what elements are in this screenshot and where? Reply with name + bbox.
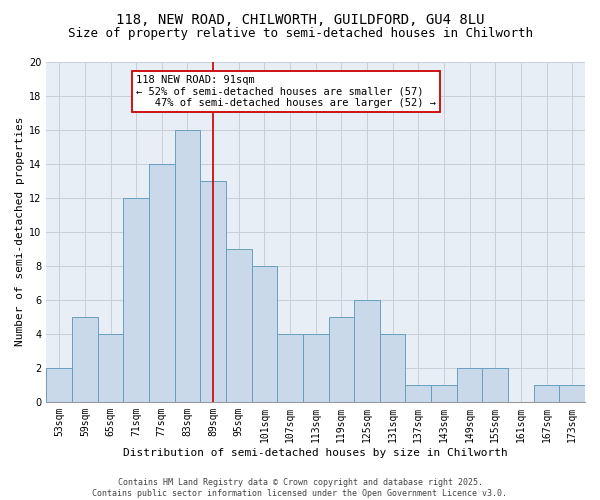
X-axis label: Distribution of semi-detached houses by size in Chilworth: Distribution of semi-detached houses by … [124, 448, 508, 458]
Bar [175, 130, 200, 402]
Bar [329, 317, 354, 402]
Text: 118, NEW ROAD, CHILWORTH, GUILDFORD, GU4 8LU: 118, NEW ROAD, CHILWORTH, GUILDFORD, GU4… [116, 12, 484, 26]
Bar [406, 385, 431, 402]
Bar [354, 300, 380, 402]
Bar [277, 334, 303, 402]
Bar [380, 334, 406, 402]
Bar [200, 180, 226, 402]
Bar [251, 266, 277, 402]
Bar [534, 385, 559, 402]
Bar [482, 368, 508, 402]
Bar [431, 385, 457, 402]
Bar [303, 334, 329, 402]
Bar [149, 164, 175, 402]
Bar [46, 368, 72, 402]
Text: 118 NEW ROAD: 91sqm
← 52% of semi-detached houses are smaller (57)
   47% of sem: 118 NEW ROAD: 91sqm ← 52% of semi-detach… [136, 75, 436, 108]
Text: Size of property relative to semi-detached houses in Chilworth: Size of property relative to semi-detach… [67, 28, 533, 40]
Bar [72, 317, 98, 402]
Bar [457, 368, 482, 402]
Text: Contains HM Land Registry data © Crown copyright and database right 2025.
Contai: Contains HM Land Registry data © Crown c… [92, 478, 508, 498]
Bar [559, 385, 585, 402]
Bar [226, 248, 251, 402]
Bar [98, 334, 124, 402]
Y-axis label: Number of semi-detached properties: Number of semi-detached properties [15, 117, 25, 346]
Bar [124, 198, 149, 402]
